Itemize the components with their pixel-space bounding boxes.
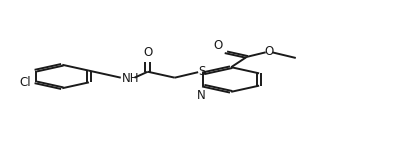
Text: O: O <box>213 39 223 52</box>
Text: Cl: Cl <box>19 76 31 89</box>
Text: S: S <box>198 65 206 78</box>
Text: O: O <box>264 45 274 58</box>
Text: O: O <box>143 46 152 59</box>
Text: NH: NH <box>122 72 140 85</box>
Text: N: N <box>197 89 206 102</box>
